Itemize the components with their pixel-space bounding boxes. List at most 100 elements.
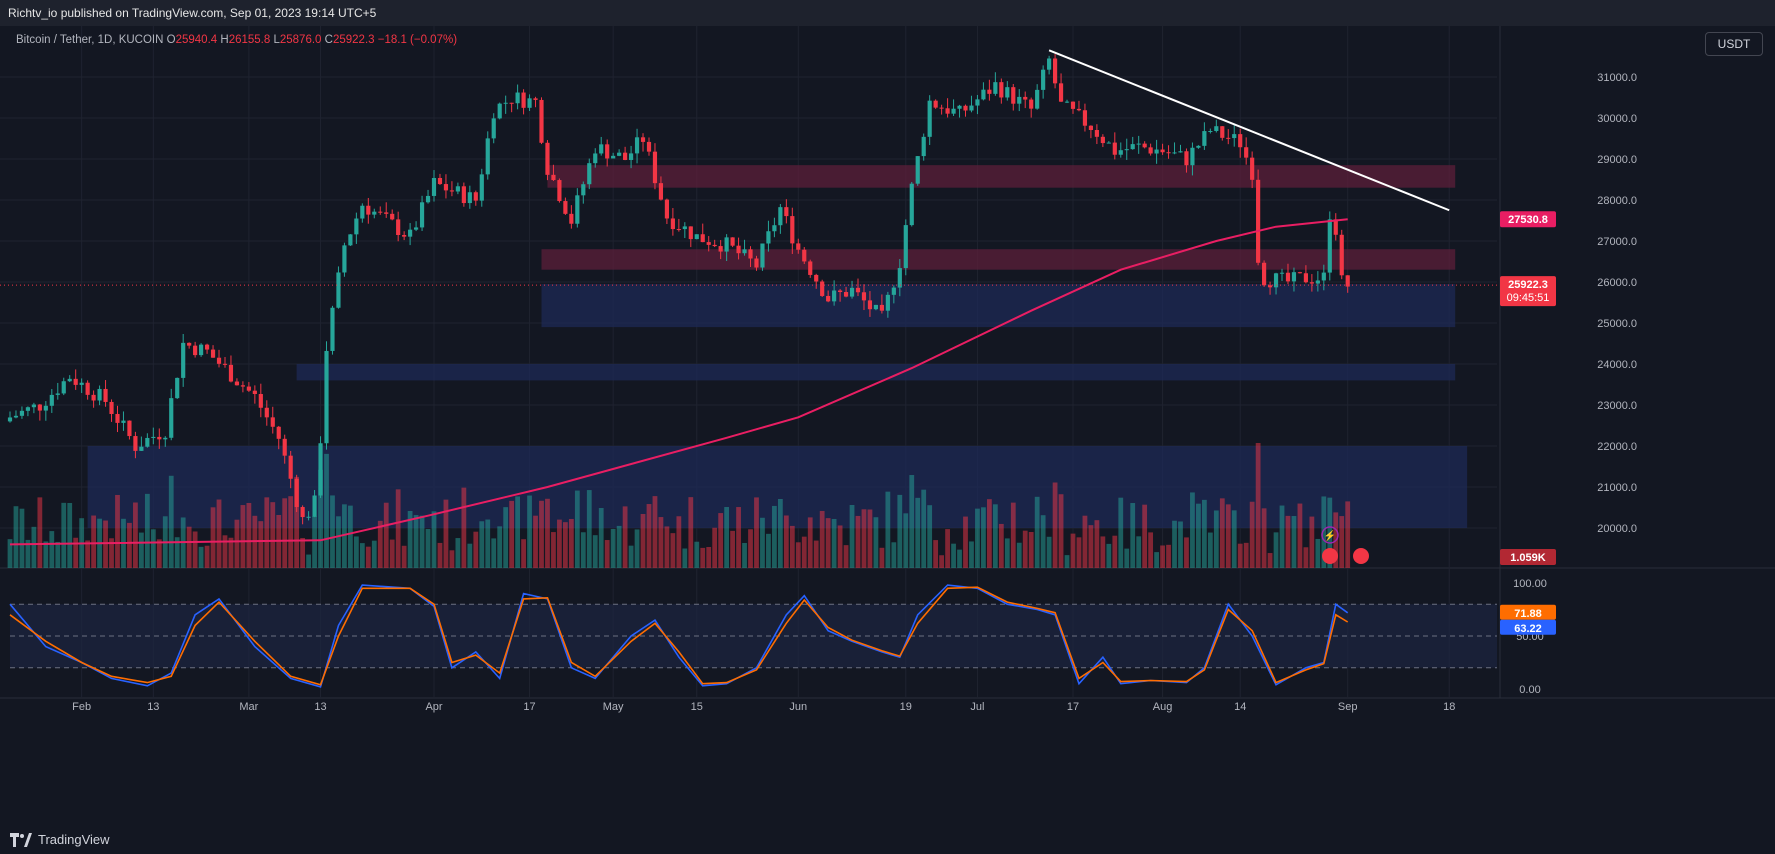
candle bbox=[151, 436, 156, 438]
candle bbox=[1220, 126, 1225, 138]
candle bbox=[1196, 145, 1201, 148]
candle bbox=[1291, 272, 1297, 282]
descending-trendline[interactable] bbox=[1048, 49, 1450, 212]
volume-bar bbox=[443, 499, 449, 568]
candle bbox=[270, 417, 275, 427]
candle bbox=[1327, 219, 1332, 273]
candle bbox=[431, 177, 437, 196]
volume-bar bbox=[419, 515, 425, 568]
candle bbox=[1309, 282, 1314, 284]
volume-bar bbox=[1273, 532, 1279, 568]
volume-bar bbox=[1148, 532, 1154, 568]
candle bbox=[312, 495, 317, 517]
volume-bar bbox=[234, 519, 240, 568]
candle bbox=[378, 211, 383, 213]
candle bbox=[867, 300, 873, 310]
candle bbox=[1088, 125, 1094, 130]
price-chart-svg[interactable]: 31000.0 30000.0 29000.0 28000.0 27000.0 26000… bbox=[0, 26, 1775, 826]
candle bbox=[1047, 58, 1052, 70]
volume-bar bbox=[479, 521, 485, 568]
candle bbox=[527, 98, 532, 108]
volume-bar bbox=[407, 510, 413, 568]
volume-bar bbox=[646, 504, 652, 568]
volume-bar bbox=[730, 530, 735, 568]
low-label: L bbox=[273, 34, 280, 46]
candle bbox=[372, 211, 377, 215]
volume-bar bbox=[1267, 553, 1273, 568]
volume-bar bbox=[19, 508, 25, 568]
candle bbox=[354, 218, 359, 235]
volume-bar bbox=[1315, 538, 1321, 568]
volume-bar bbox=[658, 517, 664, 568]
tradingview-logo[interactable]: TradingView bbox=[10, 826, 110, 854]
volume-bar bbox=[186, 526, 192, 568]
candle bbox=[951, 108, 956, 114]
support-zone bbox=[541, 284, 1456, 328]
volume-bar bbox=[945, 529, 950, 568]
price-axis-tick: 21000.0 bbox=[1597, 482, 1637, 494]
candle bbox=[993, 82, 998, 94]
tradingview-logo-icon bbox=[10, 833, 32, 847]
tradingview-wordmark: TradingView bbox=[38, 832, 110, 847]
volume-bar bbox=[557, 519, 562, 568]
candle bbox=[736, 245, 741, 254]
ma-value-label: 27530.8 bbox=[1508, 214, 1548, 226]
us-flag-icon[interactable] bbox=[1353, 548, 1369, 564]
volume-bar bbox=[383, 502, 389, 568]
price-axis-tick: 24000.0 bbox=[1597, 359, 1637, 371]
time-axis-tick: 17 bbox=[523, 701, 535, 713]
volume-bar bbox=[1196, 503, 1201, 568]
volume-bar bbox=[198, 546, 204, 568]
volume-bar bbox=[783, 515, 789, 568]
candle bbox=[623, 152, 628, 160]
candle bbox=[1076, 108, 1082, 111]
candle bbox=[402, 235, 407, 237]
chart-area[interactable]: 31000.0 30000.0 29000.0 28000.0 27000.0 26000… bbox=[0, 26, 1775, 826]
candle bbox=[927, 100, 932, 137]
volume-bar bbox=[628, 545, 634, 568]
candle bbox=[49, 394, 54, 406]
candle bbox=[999, 82, 1004, 98]
volume-bar bbox=[1285, 515, 1291, 568]
volume-bar bbox=[736, 507, 741, 568]
time-axis-tick: 13 bbox=[314, 701, 326, 713]
volume-bar bbox=[1225, 504, 1231, 568]
candle bbox=[145, 437, 150, 447]
volume-bar bbox=[527, 495, 532, 568]
volume-bar bbox=[1118, 497, 1124, 568]
candle bbox=[491, 118, 496, 139]
stoch-d-label: 63.22 bbox=[1514, 623, 1542, 635]
candle bbox=[13, 415, 19, 418]
volume-bar bbox=[891, 542, 897, 568]
candle bbox=[1208, 131, 1213, 133]
candle bbox=[348, 234, 353, 246]
volume-bar bbox=[969, 541, 974, 568]
candle bbox=[796, 243, 801, 250]
candle bbox=[909, 183, 914, 226]
volume-bar bbox=[939, 555, 945, 568]
volume-bar bbox=[1231, 510, 1237, 568]
lightning-icon[interactable] bbox=[1321, 526, 1339, 544]
candle bbox=[790, 216, 795, 244]
volume-bar bbox=[831, 518, 837, 568]
candle bbox=[503, 102, 508, 104]
stoch-d-line bbox=[9, 586, 1349, 686]
volume-bar bbox=[1064, 555, 1070, 568]
volume-bar bbox=[1345, 501, 1351, 568]
candle bbox=[181, 342, 186, 378]
candle bbox=[820, 281, 825, 296]
volume-bar bbox=[610, 528, 616, 568]
symbol-name: Bitcoin / Tether, 1D, KUCOIN bbox=[16, 34, 164, 46]
volume-bar bbox=[849, 505, 855, 568]
volume-bar bbox=[676, 516, 682, 568]
candle bbox=[252, 390, 257, 395]
currency-button[interactable]: USDT bbox=[1705, 32, 1763, 56]
volume-bar bbox=[963, 516, 968, 568]
volume-bar bbox=[1309, 516, 1315, 568]
volume-bar bbox=[1243, 542, 1249, 568]
price-axis-tick: 30000.0 bbox=[1597, 113, 1637, 125]
candle bbox=[1023, 96, 1028, 100]
candle bbox=[336, 272, 341, 308]
us-flag-icon[interactable] bbox=[1322, 548, 1338, 564]
candle bbox=[664, 199, 669, 219]
